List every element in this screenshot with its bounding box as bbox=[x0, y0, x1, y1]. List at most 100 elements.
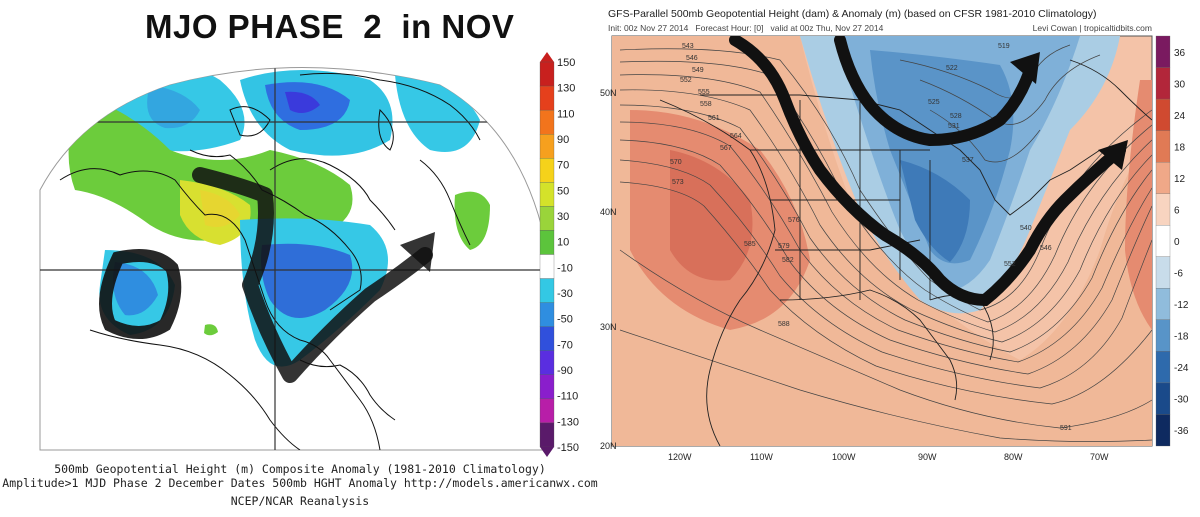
colorbar-swatch bbox=[1155, 98, 1171, 131]
contour-label: 546 bbox=[686, 55, 698, 62]
lon-label: 70W bbox=[1090, 452, 1109, 462]
contour-label: 555 bbox=[698, 89, 710, 96]
colorbar-tick-label: 10 bbox=[557, 237, 569, 249]
contour-label: 561 bbox=[708, 115, 720, 122]
colorbar-tick-label: -90 bbox=[557, 365, 573, 377]
colorbar-swatch bbox=[1155, 67, 1171, 100]
contour-label: 546 bbox=[1040, 245, 1052, 252]
gfs-colorbar: 36 30 24 18 12 6 0 -6 -12 -18 -24 -30 -36 bbox=[1155, 35, 1189, 447]
colorbar-tick-label: -30 bbox=[557, 288, 573, 300]
colorbar-swatch bbox=[539, 85, 555, 111]
colorbar-tick-label: -18 bbox=[1174, 332, 1189, 343]
contour-label: 579 bbox=[778, 243, 790, 250]
lon-label: 110W bbox=[750, 452, 773, 462]
colorbar-swatch bbox=[539, 206, 555, 231]
mjo-title: MJO PHASE 2 in NOV bbox=[145, 8, 515, 45]
mjo-anomaly-map: 150 130 110 90 70 50 30 10 -10 -30 -50 -70 -90 -110 -1… bbox=[39, 52, 579, 457]
mjo-colorbar: 150 130 110 90 70 50 30 10 -10 -30 -50 -70 -90 -110 -1… bbox=[539, 52, 579, 457]
colorbar-tick-label: -6 bbox=[1174, 269, 1183, 280]
colorbar-tick-label: 50 bbox=[557, 185, 569, 197]
gfs-forecast-panel: GFS-Parallel 500mb Geopotential Height (… bbox=[600, 0, 1200, 517]
colorbar-swatch bbox=[539, 61, 555, 87]
contour-label: 531 bbox=[948, 123, 960, 130]
mjo-caption-line-1: 500mb Geopotential Height (m) Composite … bbox=[54, 462, 546, 476]
contour-label: 570 bbox=[670, 159, 682, 166]
lat-label: 40N bbox=[600, 207, 617, 217]
colorbar-tick-label: 12 bbox=[1174, 174, 1186, 185]
colorbar-swatch bbox=[539, 278, 555, 303]
colorbar-swatch bbox=[539, 302, 555, 327]
contour-label: 519 bbox=[998, 43, 1010, 50]
colorbar-swatch bbox=[1155, 225, 1171, 257]
contour-label: 576 bbox=[788, 217, 800, 224]
colorbar-swatch bbox=[539, 398, 555, 424]
lon-label: 90W bbox=[918, 452, 937, 462]
colorbar-tick-label: -12 bbox=[1174, 300, 1189, 311]
colorbar-swatch bbox=[539, 374, 555, 400]
colorbar-tick-label: 36 bbox=[1174, 48, 1186, 59]
contour-label: 540 bbox=[1020, 225, 1032, 232]
gfs-credit: Levi Cowan | tropicaltidbits.com bbox=[1032, 23, 1152, 33]
mjo-composite-panel: MJO PHASE 2 in NOV bbox=[2, 8, 598, 508]
contour-label: 552 bbox=[680, 77, 692, 84]
gfs-init-info: Init: 00z Nov 27 2014 Forecast Hour: [0]… bbox=[608, 23, 884, 33]
colorbar-swatch bbox=[539, 109, 555, 135]
colorbar-top-cap bbox=[540, 52, 554, 62]
contour-label: 564 bbox=[730, 133, 742, 140]
contour-label: 582 bbox=[782, 257, 794, 264]
contour-label: 558 bbox=[700, 101, 712, 108]
colorbar-swatch bbox=[539, 326, 555, 351]
colorbar-swatch bbox=[539, 182, 555, 207]
colorbar-bottom-cap bbox=[540, 447, 554, 457]
colorbar-tick-label: -36 bbox=[1174, 426, 1189, 437]
colorbar-swatch bbox=[539, 230, 555, 255]
lat-label: 20N bbox=[600, 441, 617, 451]
colorbar-swatch bbox=[1155, 414, 1171, 447]
contour-label: 525 bbox=[928, 99, 940, 106]
colorbar-swatch bbox=[539, 134, 555, 159]
colorbar-swatch bbox=[1155, 382, 1171, 415]
colorbar-tick-label: 6 bbox=[1174, 205, 1180, 216]
contour-label: 522 bbox=[946, 65, 958, 72]
colorbar-swatch bbox=[1155, 288, 1171, 320]
longitude-labels: 120W 110W 100W 90W 80W 70W bbox=[668, 452, 1109, 462]
colorbar-swatch bbox=[1155, 256, 1171, 289]
lon-label: 120W bbox=[668, 452, 692, 462]
contour-label: 588 bbox=[778, 321, 790, 328]
contour-labels: 5435465495525555585615645675705735765795… bbox=[670, 43, 1072, 432]
colorbar-swatch bbox=[1155, 193, 1171, 226]
colorbar-tick-label: -50 bbox=[557, 314, 573, 326]
colorbar-tick-label: 18 bbox=[1174, 142, 1186, 153]
colorbar-tick-label: -110 bbox=[557, 391, 578, 403]
colorbar-swatch bbox=[539, 158, 555, 183]
colorbar-tick-label: 70 bbox=[557, 160, 569, 172]
colorbar-tick-label: -130 bbox=[557, 416, 579, 428]
mjo-caption-line-3: NCEP/NCAR Reanalysis bbox=[230, 494, 370, 508]
contour-label: 543 bbox=[682, 43, 694, 50]
colorbar-swatch bbox=[539, 350, 555, 375]
colorbar-swatch bbox=[1155, 351, 1171, 384]
contour-label: 585 bbox=[744, 241, 756, 248]
contour-label: 591 bbox=[1060, 425, 1072, 432]
colorbar-swatch bbox=[1155, 130, 1171, 163]
lat-label: 30N bbox=[600, 322, 617, 332]
contour-label: 552 bbox=[1004, 261, 1016, 268]
latitude-labels: 50N 40N 30N 20N bbox=[600, 88, 617, 451]
colorbar-tick-label: -30 bbox=[1174, 395, 1189, 406]
colorbar-tick-label: 30 bbox=[1174, 79, 1186, 90]
colorbar-swatch bbox=[1155, 162, 1171, 194]
gfs-height-map: 5435465495525555585615645675705735765795… bbox=[600, 35, 1189, 462]
contour-label: 528 bbox=[950, 113, 962, 120]
colorbar-tick-label: 130 bbox=[557, 83, 575, 95]
colorbar-tick-label: -70 bbox=[557, 339, 573, 351]
contour-label: 549 bbox=[692, 67, 704, 74]
lon-label: 100W bbox=[832, 452, 856, 462]
colorbar-tick-label: -10 bbox=[557, 262, 573, 274]
contour-label: 537 bbox=[962, 157, 974, 164]
mjo-caption-line-2: Amplitude>1 MJD Phase 2 December Dates 5… bbox=[2, 476, 598, 490]
contour-label: 573 bbox=[672, 179, 684, 186]
colorbar-swatch bbox=[539, 422, 555, 448]
colorbar-tick-label: 110 bbox=[557, 108, 575, 120]
colorbar-swatch bbox=[539, 254, 555, 279]
colorbar-tick-label: 90 bbox=[557, 134, 569, 146]
